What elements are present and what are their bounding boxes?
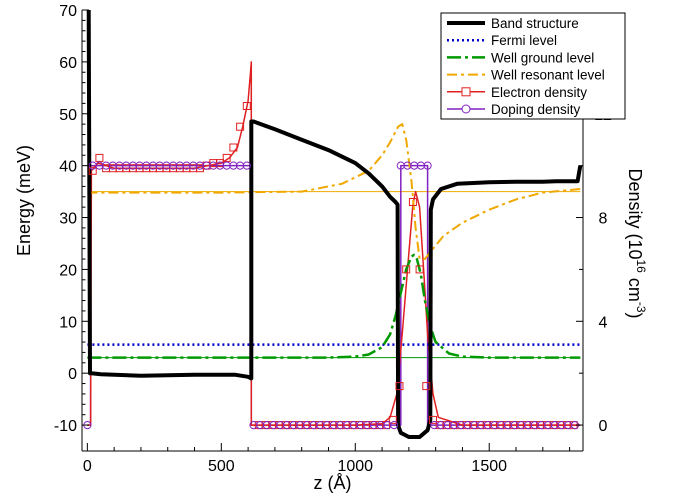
doping-density-marker bbox=[544, 421, 553, 430]
doping-density-marker bbox=[296, 421, 305, 430]
electron-density-marker bbox=[242, 102, 251, 110]
doping-density-marker bbox=[550, 421, 560, 430]
electron-density-marker bbox=[236, 122, 245, 131]
y-axis-right-label-base: Density (10 bbox=[625, 168, 645, 259]
y-left-tick-label: 50 bbox=[59, 107, 77, 124]
doping-density-marker bbox=[410, 161, 419, 170]
doping-density-marker bbox=[457, 421, 466, 430]
legend-label: Electron density bbox=[491, 85, 587, 100]
electron-density-marker bbox=[422, 382, 431, 391]
doping-density-marker bbox=[557, 421, 566, 430]
doping-density-marker bbox=[289, 421, 298, 430]
y-left-tick-label: -10 bbox=[54, 418, 77, 435]
y-right-tick-label: 8 bbox=[599, 211, 608, 228]
doping-density-marker bbox=[490, 421, 499, 430]
series-doping-density bbox=[87, 164, 581, 426]
doping-density-marker bbox=[343, 421, 352, 430]
doping-density-marker bbox=[390, 421, 399, 430]
legend-label: Fermi level bbox=[491, 33, 557, 48]
series-band-structure bbox=[86, 10, 583, 439]
doping-density-marker bbox=[256, 421, 265, 430]
electron-density-marker bbox=[88, 166, 97, 175]
doping-density-marker bbox=[423, 161, 432, 170]
electron-density-marker bbox=[222, 153, 231, 162]
y-left-tick-label: 70 bbox=[59, 3, 77, 20]
legend-label: Well resonant level bbox=[491, 68, 605, 83]
doping-density-marker bbox=[356, 421, 365, 430]
doping-density-marker bbox=[242, 161, 251, 170]
y-right-tick-label: 4 bbox=[599, 314, 608, 331]
x-tick-label: 500 bbox=[208, 458, 235, 475]
y-axis-right-label-exp2: -3 bbox=[634, 302, 648, 313]
y-left-tick-label: 60 bbox=[59, 55, 77, 72]
doping-density-marker bbox=[95, 161, 104, 170]
legend-box bbox=[440, 12, 626, 120]
doping-density-marker bbox=[530, 421, 539, 430]
y-left-tick-label: 40 bbox=[59, 159, 77, 176]
y-axis-right-label-end: ) bbox=[625, 313, 645, 319]
electron-density-marker bbox=[408, 198, 417, 206]
doping-density-marker bbox=[564, 421, 573, 430]
x-axis-label: z (Å) bbox=[314, 473, 352, 493]
series-well-resonant-level bbox=[87, 123, 581, 260]
y-left-tick-label: 0 bbox=[68, 366, 77, 383]
electron-density-marker bbox=[429, 415, 437, 424]
y-axis-right-label-mid: cm bbox=[625, 273, 645, 302]
plot-layer bbox=[83, 10, 583, 439]
doping-density-marker bbox=[477, 421, 486, 430]
x-tick-label: 1000 bbox=[337, 458, 373, 475]
legend-label: Band structure bbox=[491, 16, 579, 31]
y-axis-right-label: Density (1016 cm-3) bbox=[625, 168, 648, 318]
y-right-tick-label: 0 bbox=[599, 418, 608, 435]
doping-density-marker bbox=[309, 421, 318, 430]
electron-density-marker bbox=[402, 265, 411, 274]
doping-density-marker bbox=[122, 161, 131, 170]
legend-label: Well ground level bbox=[491, 50, 594, 65]
electron-density-marker bbox=[388, 415, 397, 424]
y-left-tick-label: 30 bbox=[59, 211, 77, 228]
legend-label: Doping density bbox=[491, 102, 581, 117]
y-axis-right-label-exp1: 16 bbox=[634, 259, 648, 273]
electron-density-marker bbox=[395, 382, 404, 391]
doping-density-marker bbox=[323, 421, 332, 430]
doping-density-marker bbox=[376, 421, 385, 430]
legend-marker bbox=[461, 87, 471, 97]
electron-density-marker bbox=[415, 265, 424, 274]
doping-density-marker bbox=[517, 421, 526, 430]
electron-density-marker bbox=[95, 153, 104, 162]
y-axis-left-label: Energy (meV) bbox=[14, 145, 34, 256]
electron-density-marker bbox=[229, 143, 238, 152]
legend: Band structure Fermi level Well ground lev… bbox=[440, 12, 626, 120]
doping-density-marker bbox=[269, 421, 278, 430]
doping-density-marker bbox=[537, 421, 546, 430]
doping-density-marker bbox=[524, 421, 533, 430]
x-tick-label: 1500 bbox=[471, 458, 507, 475]
x-tick-label: 0 bbox=[83, 458, 92, 475]
legend-marker bbox=[461, 104, 471, 114]
series-well-ground-level bbox=[87, 253, 581, 359]
doping-density-marker bbox=[443, 421, 452, 430]
y-left-tick-label: 10 bbox=[59, 314, 77, 331]
doping-density-marker bbox=[108, 161, 117, 170]
doping-density-marker bbox=[115, 161, 124, 170]
y-left-tick-label: 20 bbox=[59, 262, 77, 279]
